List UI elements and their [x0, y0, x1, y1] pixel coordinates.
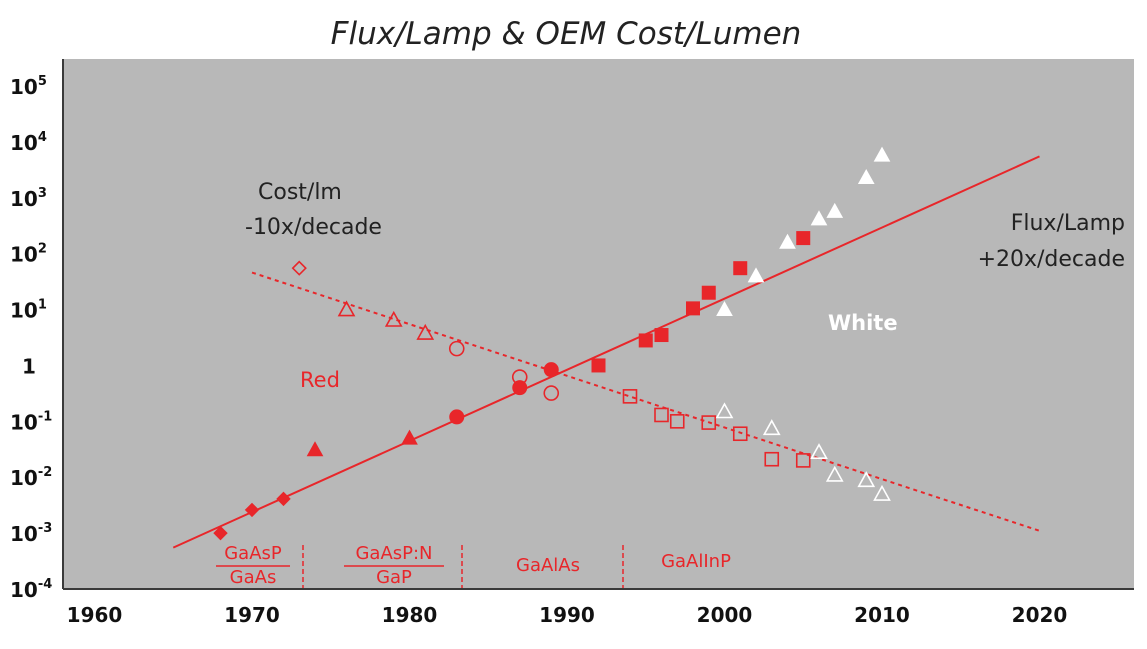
trend-lines: [172, 155, 1040, 549]
cost-circle-1983: [448, 340, 465, 357]
cost-triangle-2007: [825, 465, 844, 482]
cost-square-2001: [732, 426, 748, 442]
x-tick-label: 2020: [1012, 603, 1068, 627]
cost-square-1994: [622, 389, 638, 404]
chart-title: Flux/Lamp & OEM Cost/Lumen: [331, 16, 802, 52]
y-tick-label: 10-4: [10, 577, 52, 602]
flux-trend-line: [172, 155, 1040, 549]
cost-square-2005: [795, 453, 811, 468]
y-tick-label: 101: [10, 298, 47, 323]
cost-trend-line: [251, 271, 1040, 532]
flux-triangle-2009: [857, 169, 875, 185]
era-gaaspn-denominator: GaP: [376, 567, 412, 588]
cost-annotation-line2: -10x/decade: [245, 215, 382, 240]
flux-triangle-2004: [779, 233, 796, 249]
flux-square-1992: [591, 358, 606, 373]
cost-diamond-1973: [291, 260, 307, 276]
x-tick-label: 1980: [382, 603, 438, 627]
flux-square-1999: [701, 285, 716, 300]
cost-triangle-2000: [715, 402, 734, 419]
flux-triangle-2010: [873, 146, 891, 162]
cost-triangle-2003: [762, 419, 781, 436]
cost-triangle-2006: [810, 443, 828, 460]
flux-triangle-1974: [306, 441, 324, 457]
flux-triangle-2007: [826, 202, 844, 218]
flux-triangle-2002: [747, 267, 765, 283]
cost-square-2003: [764, 451, 780, 467]
era-dividers: [302, 545, 624, 589]
flux-triangle-2000: [716, 301, 733, 317]
red-series-label: Red: [300, 368, 340, 392]
era-gaalinp-label: GaAlInP: [661, 551, 731, 572]
cost-triangle-1976: [337, 300, 356, 317]
era-gaalas-label: GaAlAs: [516, 555, 580, 576]
x-tick-labels: 1960 1970 1980 1990 2000 2010 2020: [67, 603, 1068, 627]
y-tick-label: 10-2: [10, 465, 52, 490]
flux-annotation-line1: Flux/Lamp: [1011, 211, 1125, 236]
era-gaasp-numerator: GaAsP: [224, 543, 282, 564]
x-tick-label: 2000: [697, 603, 753, 627]
flux-triangle-2006: [810, 210, 828, 226]
era-gaasp-denominator: GaAs: [230, 567, 277, 588]
flux-diamond-1970: [244, 502, 260, 518]
x-tick-label: 2010: [854, 603, 910, 627]
cost-triangle-2010: [873, 484, 891, 501]
flux-square-1995: [638, 333, 653, 348]
y-tick-labels: 105 104 103 102 101 1 10-1 10-2 10-3 10-4: [10, 74, 52, 602]
flux-circle-1989: [543, 362, 559, 378]
x-tick-label: 1990: [539, 603, 595, 627]
cost-square-1997: [669, 414, 685, 429]
cost-square-1996: [654, 407, 669, 423]
flux-square-1996: [654, 328, 669, 343]
y-tick-label: 103: [10, 186, 47, 211]
cost-square-1999: [701, 415, 717, 430]
cost-triangle-1981: [416, 323, 435, 340]
flux-annotation-line2: +20x/decade: [978, 247, 1125, 272]
x-tick-label: 1960: [67, 603, 123, 627]
cost-circle-1987: [511, 369, 528, 385]
flux-square-2001: [733, 261, 748, 276]
cost-triangle-1979: [384, 310, 403, 327]
x-tick-label: 1970: [224, 603, 280, 627]
y-tick-label: 105: [10, 74, 47, 99]
flux-diamond-1972: [276, 491, 291, 507]
flux-triangle-1980: [401, 429, 418, 445]
white-series-label: White: [828, 311, 898, 335]
cost-annotation-line1: Cost/lm: [258, 180, 342, 205]
y-tick-label: 10-1: [10, 409, 52, 434]
flux-diamond-1968: [213, 525, 228, 541]
flux-circle-1987: [512, 380, 528, 396]
flux-square-1998: [686, 301, 700, 316]
cost-circle-1989: [543, 385, 560, 401]
cost-triangle-2009: [857, 471, 876, 488]
y-tick-label: 104: [10, 130, 47, 155]
y-tick-label: 10-3: [10, 521, 52, 546]
plot-area: [63, 59, 1134, 589]
flux-circle-1983: [449, 409, 465, 425]
data-markers: [213, 146, 891, 541]
flux-square-2005: [796, 231, 811, 246]
y-tick-label: 1: [22, 354, 36, 378]
era-gaaspn-numerator: GaAsP:N: [355, 543, 432, 564]
y-tick-label: 102: [10, 242, 47, 267]
